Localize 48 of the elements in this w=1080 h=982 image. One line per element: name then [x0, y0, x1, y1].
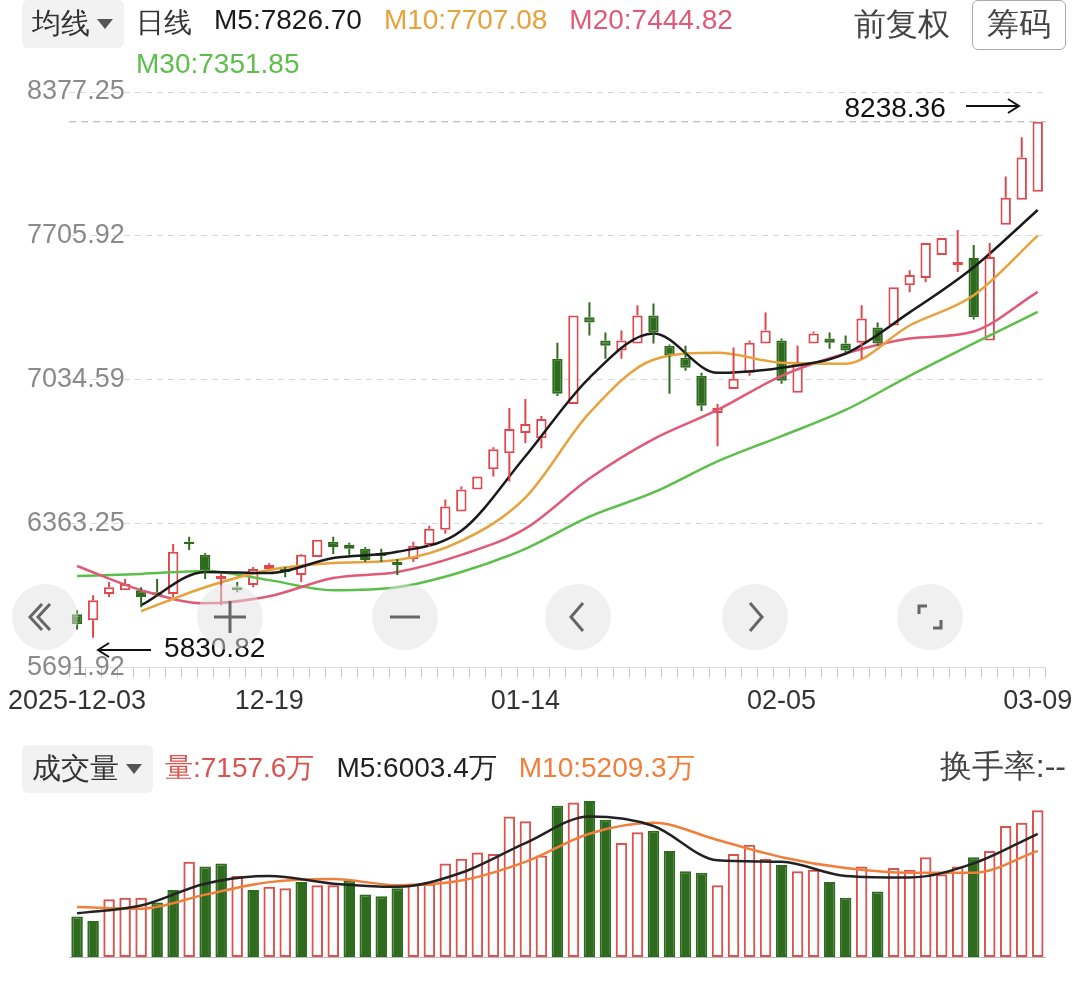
candlestick: [584, 301, 595, 337]
candlestick: [71, 609, 83, 631]
text: M30:7351.85: [136, 48, 300, 80]
candlestick: [696, 371, 707, 413]
candlestick: [680, 344, 691, 372]
text: 筹码: [972, 0, 1066, 50]
text: M5:7826.70: [214, 4, 362, 37]
candlestick: [1000, 175, 1011, 225]
candlestick: [920, 242, 931, 284]
ref-line-label: 8238.36: [844, 92, 946, 124]
x-tick-label: 03-09: [1003, 685, 1073, 716]
candlestick: [648, 302, 659, 345]
candlestick: [552, 341, 563, 397]
text: 换手率:--: [939, 747, 1066, 786]
x-tick-label: 01-14: [490, 685, 560, 716]
candlestick: [600, 331, 611, 360]
text: 前复权: [854, 5, 950, 44]
candlestick: [1016, 136, 1027, 200]
candlestick: [632, 304, 643, 344]
candlestick: [103, 581, 115, 599]
candlestick: [840, 334, 851, 354]
y-tick-label: 5691.92: [27, 651, 125, 682]
candlestick: [87, 594, 99, 639]
y-tick-label: 8377.25: [27, 75, 125, 106]
text: M5:6003.4万: [336, 751, 497, 785]
candlestick: [808, 330, 819, 344]
text: 量:7157.6万: [165, 751, 315, 785]
x-tick-label: 2025-12-03: [8, 685, 147, 716]
candlestick: [488, 446, 499, 478]
candlestick: [215, 572, 227, 607]
series-label: M10:5209.3万: [518, 751, 695, 785]
text: M10:7707.08: [383, 4, 548, 37]
chart-title: 均线: [32, 6, 90, 41]
y-tick-label: 7705.92: [27, 219, 125, 250]
x-tick-label: 12-19: [234, 685, 304, 716]
legend-title: 日线: [136, 6, 192, 40]
candlestick: [456, 485, 467, 512]
annotation: 5830.82: [164, 632, 266, 664]
candlestick: [856, 304, 867, 360]
y-tick-label: 7034.59: [27, 363, 125, 394]
text: M20:7444.82: [569, 4, 733, 37]
y-tick-label: 6363.25: [27, 507, 125, 538]
x-tick-label: 02-05: [747, 685, 817, 716]
candlestick: [504, 407, 515, 483]
chart-title: 成交量: [32, 751, 119, 786]
candlestick: [440, 498, 451, 535]
candlestick: [664, 345, 675, 395]
candlestick: [183, 535, 195, 551]
